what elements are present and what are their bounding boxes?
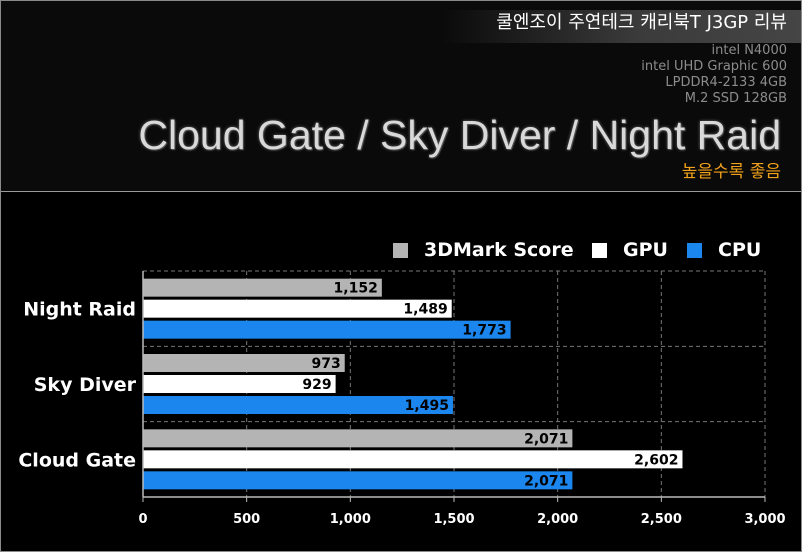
legend-swatch-gpu — [592, 242, 607, 258]
bar-value-label: 1,489 — [403, 302, 447, 318]
bar-value-label: 973 — [312, 356, 341, 372]
legend-label-score: 3DMark Score — [424, 239, 574, 261]
x-tick-label: 3,000 — [744, 512, 785, 527]
legend: 3DMark Score GPU CPU — [0, 236, 802, 264]
bar-cpu — [143, 320, 511, 339]
legend-swatch-cpu — [687, 242, 702, 258]
x-tick-label: 2,500 — [641, 512, 682, 527]
category-label: Night Raid — [23, 299, 136, 321]
bar-score — [143, 354, 345, 372]
x-tick-label: 1,000 — [330, 512, 371, 527]
bar-value-label: 929 — [302, 377, 331, 393]
spec-gpu: intel UHD Graphic 600 — [641, 59, 787, 74]
chart-title: Cloud Gate / Sky Diver / Night Raid — [138, 112, 781, 158]
bar-gpu — [143, 299, 452, 318]
legend-label-cpu: CPU — [718, 239, 762, 261]
review-title: 쿨엔조이 주연테크 캐리북T J3GP 리뷰 — [496, 12, 787, 33]
higher-is-better-note: 높을수록 좋음 — [681, 162, 781, 182]
category-label: Cloud Gate — [18, 449, 136, 471]
spec-cpu: intel N4000 — [711, 43, 788, 58]
spec-ram: LPDDR4-2133 4GB — [665, 75, 787, 90]
legend-item-score: 3DMark Score — [393, 236, 574, 264]
x-tick-label: 2,000 — [537, 512, 578, 527]
header-panel: 쿨엔조이 주연테크 캐리북T J3GP 리뷰 intel N4000 intel… — [1, 1, 801, 192]
bar-gpu — [143, 450, 683, 469]
x-tick-label: 500 — [233, 512, 260, 527]
bar-gpu — [143, 375, 336, 393]
bar-value-label: 2,071 — [524, 473, 568, 489]
legend-item-cpu: CPU — [687, 236, 761, 264]
bar-score — [143, 278, 382, 297]
bar-value-label: 1,495 — [405, 398, 449, 414]
x-tick-label: 0 — [138, 512, 147, 527]
legend-item-gpu: GPU — [592, 236, 668, 264]
bar-value-label: 1,152 — [334, 281, 378, 297]
spec-ssd: M.2 SSD 128GB — [684, 91, 787, 106]
legend-label-gpu: GPU — [623, 239, 668, 261]
review-title-bar — [441, 10, 801, 43]
bar-cpu — [143, 471, 573, 490]
bar-cpu — [143, 396, 453, 414]
bar-value-label: 2,071 — [524, 431, 568, 447]
category-label: Sky Diver — [34, 374, 137, 396]
legend-swatch-score — [393, 242, 408, 258]
bar-value-label: 1,773 — [462, 323, 506, 339]
bar-score — [143, 429, 573, 448]
bar-value-label: 2,602 — [634, 452, 678, 468]
x-tick-label: 1,500 — [433, 512, 474, 527]
